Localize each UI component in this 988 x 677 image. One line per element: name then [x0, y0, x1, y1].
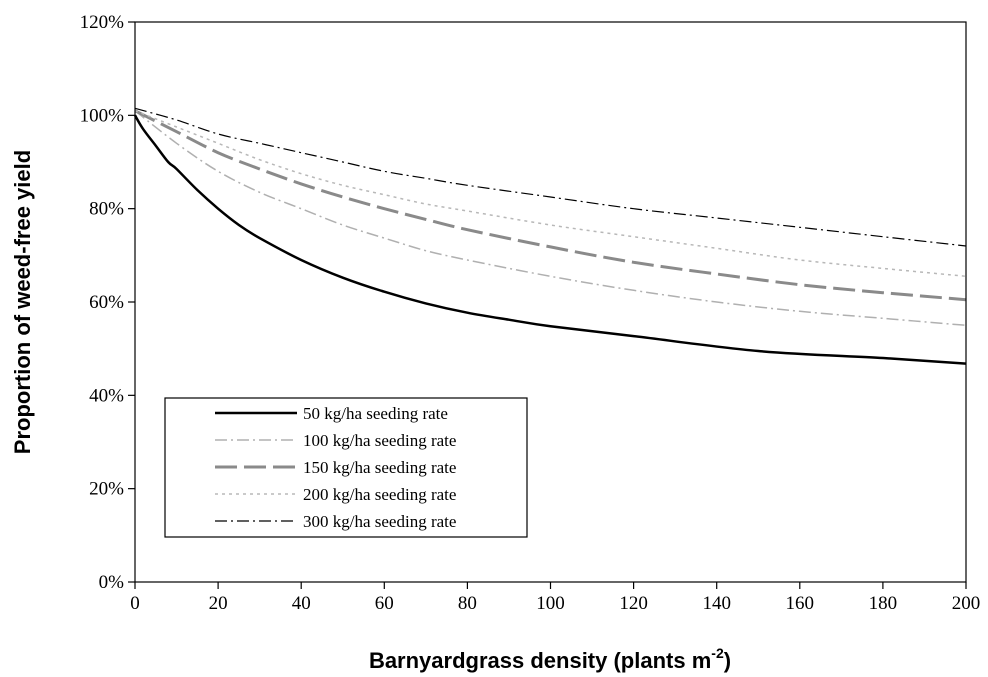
legend-label: 300 kg/ha seeding rate — [303, 512, 456, 531]
y-axis-title: Proportion of weed-free yield — [10, 150, 35, 454]
x-tick-label: 40 — [292, 593, 311, 614]
legend-label: 200 kg/ha seeding rate — [303, 485, 456, 504]
x-tick-label: 180 — [869, 593, 898, 614]
y-tick-label: 20% — [89, 479, 124, 500]
legend-label: 100 kg/ha seeding rate — [303, 431, 456, 450]
x-tick-label: 80 — [458, 593, 477, 614]
x-tick-label: 120 — [619, 593, 648, 614]
x-tick-label: 140 — [702, 593, 731, 614]
legend: 50 kg/ha seeding rate 100 kg/ha seeding r… — [164, 397, 528, 538]
y-tick-label: 120% — [80, 12, 125, 33]
x-tick-label: 20 — [209, 593, 228, 614]
x-axis-title: Barnyardgrass density (plants m-2) — [369, 645, 731, 673]
series-line-1 — [133, 114, 967, 365]
series-layer — [133, 107, 967, 365]
y-tick-label: 100% — [80, 105, 125, 126]
series-line-3 — [134, 109, 967, 302]
y-tick-label: 40% — [89, 385, 124, 406]
y-tick-label: 60% — [89, 292, 124, 313]
legend-label: 50 kg/ha seeding rate — [303, 404, 448, 423]
x-tick-label: 200 — [952, 593, 981, 614]
x-tick-label: 160 — [786, 593, 815, 614]
series-line-4 — [134, 110, 967, 278]
x-axis-ticks: 0 20 40 60 80 100 120 140 160 180 200 — [130, 582, 980, 614]
y-tick-label: 0% — [99, 572, 125, 593]
y-tick-label: 80% — [89, 199, 124, 220]
x-tick-label: 60 — [375, 593, 394, 614]
y-axis-ticks: 0% 20% 40% 60% 80% 100% 120% — [80, 12, 135, 593]
legend-label: 150 kg/ha seeding rate — [303, 458, 456, 477]
x-tick-label: 0 — [130, 593, 140, 614]
x-axis-title-end: ) — [724, 648, 731, 673]
plot-area-border — [134, 21, 967, 583]
x-axis-title-main: Barnyardgrass density (plants m — [369, 648, 711, 673]
x-axis-title-superscript: -2 — [711, 645, 724, 661]
x-tick-label: 100 — [536, 593, 565, 614]
series-line-5 — [134, 107, 967, 247]
